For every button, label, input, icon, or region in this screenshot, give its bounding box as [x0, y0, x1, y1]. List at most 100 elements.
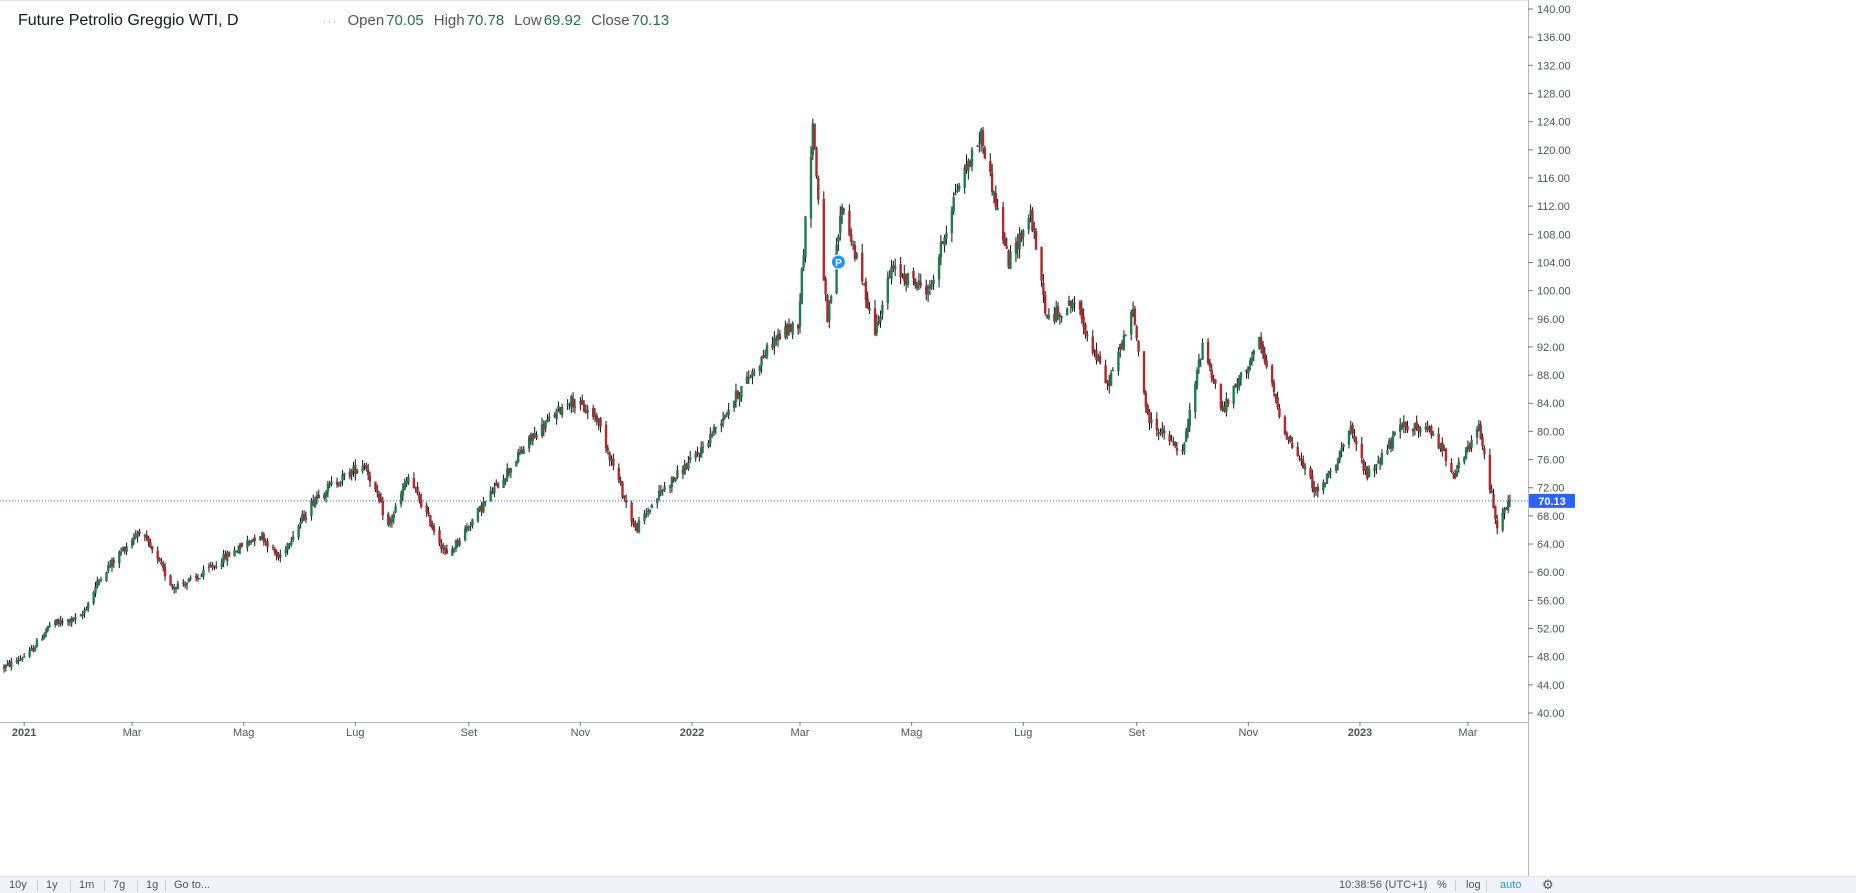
- candle-down: [1442, 450, 1446, 452]
- candle-up: [81, 613, 84, 617]
- y-tick-label: 60.00: [1537, 567, 1565, 579]
- candle-up: [258, 536, 262, 540]
- candle-up: [251, 539, 255, 542]
- candle-up: [107, 565, 110, 572]
- candle-up: [484, 500, 487, 503]
- candle-down: [1007, 250, 1010, 268]
- candle-down: [1488, 454, 1492, 491]
- candle-up: [893, 265, 897, 270]
- event-marker-icon[interactable]: [830, 254, 846, 270]
- candle-down: [762, 355, 765, 359]
- candle-up: [469, 525, 472, 527]
- candle-down: [158, 558, 161, 562]
- range-button-1y[interactable]: 1y: [46, 879, 58, 891]
- candle-up: [522, 449, 525, 454]
- candle-down: [866, 298, 869, 309]
- divider: [165, 880, 166, 891]
- candle-down: [151, 546, 154, 550]
- candle-up: [1195, 369, 1199, 386]
- candle-down: [571, 398, 575, 408]
- candle-down: [623, 495, 626, 499]
- candle-up: [689, 457, 692, 461]
- candle-up: [458, 540, 461, 546]
- candle-down: [1040, 247, 1043, 281]
- candle-up: [506, 468, 509, 479]
- range-button-10y[interactable]: 10y: [9, 879, 27, 891]
- candle-down: [1234, 383, 1237, 387]
- candle-up: [1325, 474, 1329, 484]
- clock-timezone[interactable]: 10:38:56 (UTC+1): [1339, 879, 1428, 891]
- candle-up: [676, 469, 679, 478]
- range-button-7g[interactable]: 7g: [113, 879, 126, 891]
- y-tick-label: 40.00: [1537, 708, 1565, 720]
- x-tick-label: Mag: [233, 727, 254, 739]
- candle-up: [1201, 342, 1204, 360]
- candle-up: [1131, 308, 1135, 314]
- candle-up: [132, 538, 136, 540]
- divider: [137, 880, 138, 891]
- candle-up: [798, 301, 802, 327]
- candle-up: [74, 616, 77, 620]
- candle-up: [343, 473, 346, 476]
- candle-down: [149, 541, 152, 548]
- range-button-1m[interactable]: 1m: [79, 879, 95, 891]
- x-tick-label: 2021: [12, 727, 36, 739]
- candle-down: [1400, 424, 1404, 426]
- candle-down: [1406, 426, 1409, 431]
- candle-up: [1119, 344, 1122, 350]
- candle-down: [1490, 490, 1493, 494]
- candle-down: [1309, 468, 1312, 478]
- candle-up: [248, 541, 251, 543]
- candle-up: [839, 215, 842, 234]
- candle-up: [1250, 356, 1254, 363]
- candle-down: [365, 465, 368, 469]
- candle-up: [70, 617, 73, 623]
- range-button-1g[interactable]: 1g: [146, 879, 159, 891]
- log-scale-toggle[interactable]: log: [1466, 879, 1481, 891]
- candle-up: [1386, 450, 1389, 454]
- candle-up: [222, 554, 225, 563]
- candle-up: [1431, 433, 1435, 436]
- candle-up: [544, 422, 547, 428]
- candle-down: [1289, 435, 1292, 442]
- candle-up: [851, 244, 855, 246]
- legend-dots-icon[interactable]: ···: [322, 14, 338, 28]
- candle-down: [1058, 314, 1062, 317]
- candle-up: [1130, 311, 1133, 335]
- auto-scale-toggle[interactable]: auto: [1500, 879, 1522, 891]
- candle-up: [1170, 440, 1173, 442]
- candle-up: [1236, 384, 1239, 389]
- candle-down: [456, 540, 460, 544]
- candle-down: [559, 408, 562, 414]
- x-tick-label: Mag: [901, 727, 922, 739]
- candle-up: [579, 401, 582, 404]
- candle-up: [246, 540, 249, 548]
- gear-icon[interactable]: ⚙: [1542, 877, 1554, 892]
- candle-up: [392, 514, 395, 519]
- candle-up: [290, 541, 293, 546]
- candle-down: [853, 244, 857, 259]
- candle-up: [1378, 462, 1382, 464]
- candle-down: [592, 408, 595, 417]
- symbol-title[interactable]: Future Petrolio Greggio WTI, D: [18, 12, 239, 29]
- percent-scale-toggle[interactable]: %: [1437, 879, 1447, 891]
- candle-down: [1450, 462, 1453, 473]
- candle-up: [760, 356, 763, 367]
- candle-down: [685, 464, 688, 469]
- divider: [1424, 880, 1425, 891]
- y-tick-label: 48.00: [1537, 652, 1565, 664]
- candle-up: [540, 424, 544, 436]
- candle-up: [1506, 500, 1510, 510]
- candle-down: [377, 493, 381, 501]
- goto-button[interactable]: Go to...: [174, 879, 211, 891]
- candle-up: [765, 344, 769, 356]
- candle-down: [1494, 506, 1497, 519]
- candle-down: [1056, 306, 1060, 314]
- candle-up: [1287, 437, 1290, 441]
- candle-down: [813, 123, 816, 148]
- candle-down: [335, 481, 339, 485]
- open-value: 70.05: [386, 12, 424, 29]
- x-tick-label: 2022: [680, 727, 704, 739]
